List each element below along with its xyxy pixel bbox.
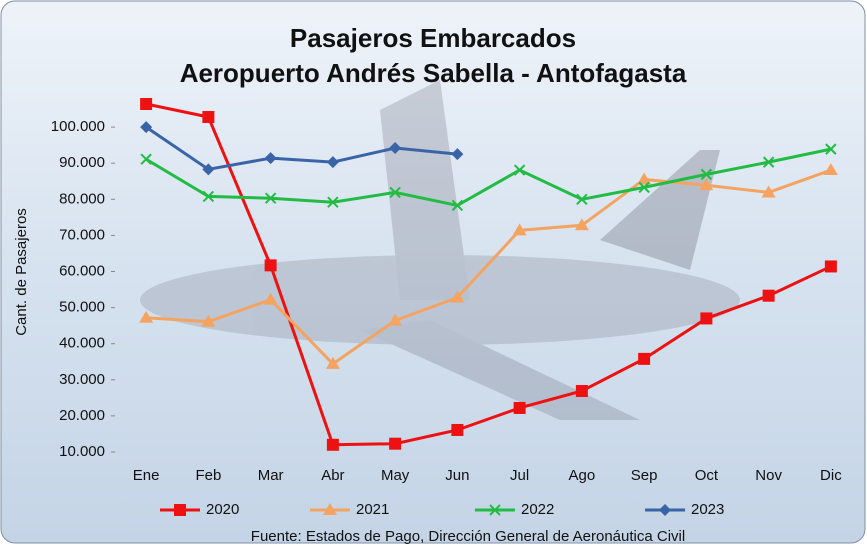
x-tick-label: Mar bbox=[258, 467, 284, 484]
page: {"chart_data": {"type": "line", "title":… bbox=[0, 0, 867, 545]
marker bbox=[576, 385, 588, 397]
source-note: Fuente: Estados de Pago, Dirección Gener… bbox=[251, 528, 685, 545]
marker bbox=[265, 259, 277, 271]
chart-subtitle: Aeropuerto Andrés Sabella - Antofagasta bbox=[180, 58, 687, 88]
y-tick-label: 60.000 bbox=[59, 262, 105, 279]
x-tick-label: Feb bbox=[195, 467, 221, 484]
marker bbox=[202, 111, 214, 123]
legend-label: 2023 bbox=[691, 501, 724, 518]
x-tick-label: Ago bbox=[569, 467, 596, 484]
y-tick-label: 70.000 bbox=[59, 226, 105, 243]
marker bbox=[451, 424, 463, 436]
marker bbox=[763, 290, 775, 302]
x-tick-label: May bbox=[381, 467, 410, 484]
legend-label: 2022 bbox=[521, 501, 554, 518]
x-tick-label: Sep bbox=[631, 467, 658, 484]
y-tick-label: 90.000 bbox=[59, 154, 105, 171]
marker bbox=[700, 312, 712, 324]
x-tick-label: Oct bbox=[695, 467, 719, 484]
marker bbox=[140, 98, 152, 110]
y-tick-label: 80.000 bbox=[59, 190, 105, 207]
x-tick-label: Abr bbox=[321, 467, 344, 484]
marker bbox=[389, 438, 401, 450]
x-tick-label: Ene bbox=[133, 467, 160, 484]
legend-label: 2021 bbox=[356, 501, 389, 518]
y-tick-label: 10.000 bbox=[59, 443, 105, 460]
x-tick-label: Nov bbox=[755, 467, 782, 484]
marker bbox=[638, 353, 650, 365]
x-tick-label: Jun bbox=[445, 467, 469, 484]
y-tick-label: 50.000 bbox=[59, 299, 105, 316]
marker bbox=[174, 504, 186, 516]
y-tick-label: 40.000 bbox=[59, 335, 105, 352]
y-tick-label: 30.000 bbox=[59, 371, 105, 388]
chart-title: Pasajeros Embarcados bbox=[290, 23, 576, 53]
x-tick-label: Jul bbox=[510, 467, 529, 484]
marker bbox=[825, 260, 837, 272]
marker bbox=[514, 402, 526, 414]
marker bbox=[327, 439, 339, 451]
x-tick-label: Dic bbox=[820, 467, 842, 484]
legend-label: 2020 bbox=[206, 501, 239, 518]
y-tick-label: 100.000 bbox=[51, 118, 105, 135]
y-axis-label: Cant. de Pasajeros bbox=[13, 208, 30, 336]
y-tick-label: 20.000 bbox=[59, 407, 105, 424]
chart: Pasajeros Embarcados Aeropuerto Andrés S… bbox=[0, 0, 867, 545]
